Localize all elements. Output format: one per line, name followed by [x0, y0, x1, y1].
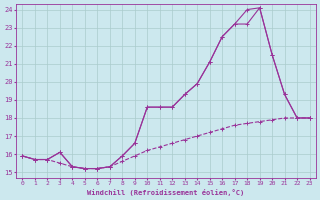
X-axis label: Windchill (Refroidissement éolien,°C): Windchill (Refroidissement éolien,°C) — [87, 189, 244, 196]
